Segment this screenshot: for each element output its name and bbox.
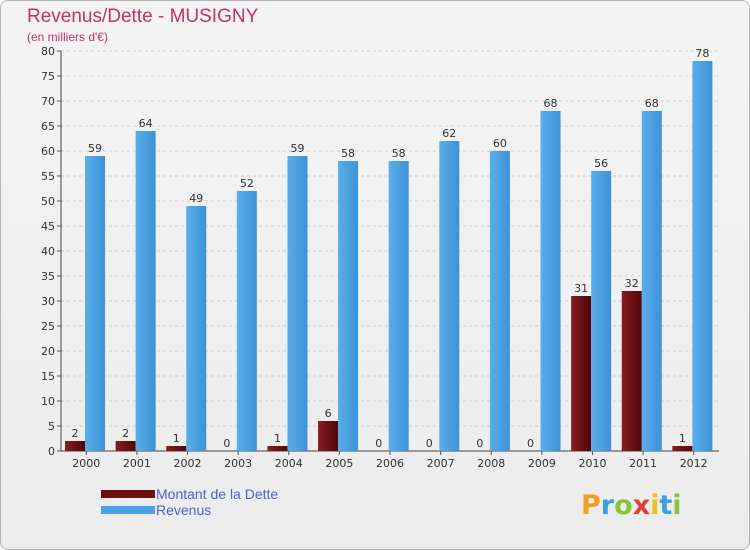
- bar-revenus: [540, 111, 561, 451]
- y-tick-label: 70: [41, 95, 55, 108]
- x-tick-label: 2003: [224, 457, 252, 470]
- data-label-revenus: 56: [594, 157, 608, 170]
- data-label-dette: 2: [72, 427, 79, 440]
- y-tick-label: 75: [41, 70, 55, 83]
- bar-dette: [267, 446, 288, 451]
- data-label-dette: 0: [375, 437, 382, 450]
- x-tick-label: 2011: [629, 457, 657, 470]
- x-tick-label: 2008: [477, 457, 505, 470]
- data-label-dette: 0: [223, 437, 230, 450]
- bar-revenus: [287, 156, 308, 451]
- bar-revenus: [85, 156, 105, 451]
- legend: Montant de la Dette Revenus: [101, 486, 361, 519]
- bar-revenus: [236, 191, 257, 451]
- bar-revenus: [641, 111, 662, 451]
- logo-letter: t: [659, 490, 673, 521]
- logo-letter: i: [672, 490, 682, 521]
- bar-revenus: [439, 141, 460, 451]
- bar-dette: [621, 291, 642, 451]
- x-tick-label: 2000: [72, 457, 100, 470]
- bar-revenus: [135, 131, 156, 451]
- y-tick-label: 25: [41, 320, 55, 333]
- legend-swatch-revenus: [101, 506, 155, 514]
- logo-letter: r: [600, 490, 615, 521]
- data-label-dette: 1: [173, 432, 180, 445]
- labels: 2 59 2 64 1 49 0 52 1 59 6 58 0 58 0 62 0 60 0 68 31 56 32 68 1 7…: [72, 47, 710, 450]
- data-label-dette: 1: [679, 432, 686, 445]
- legend-item-revenus: Revenus: [101, 502, 361, 519]
- x-tick-label: 2007: [427, 457, 455, 470]
- data-label-dette: 2: [122, 427, 129, 440]
- data-label-dette: 6: [325, 407, 332, 420]
- legend-item-dette: Montant de la Dette: [101, 486, 361, 503]
- bars: [65, 61, 713, 451]
- legend-label-revenus: Revenus: [156, 502, 212, 518]
- y-tick-label: 80: [41, 45, 55, 58]
- data-label-revenus: 78: [695, 47, 709, 60]
- y-tick-label: 35: [41, 270, 55, 283]
- proxiti-logo: Proxiti: [581, 490, 682, 521]
- logo-letter: i: [650, 490, 660, 521]
- bar-revenus: [692, 61, 713, 451]
- bar-dette: [65, 441, 85, 451]
- y-tick-label: 15: [41, 370, 55, 383]
- bar-revenus: [338, 161, 359, 451]
- x-tick-label: 2001: [123, 457, 151, 470]
- x-tick-label: 2012: [680, 457, 708, 470]
- data-label-revenus: 49: [189, 192, 203, 205]
- data-label-dette: 32: [625, 277, 639, 290]
- y-tick-label: 20: [41, 345, 55, 358]
- data-label-revenus: 68: [645, 97, 659, 110]
- data-label-revenus: 58: [392, 147, 406, 160]
- bar-dette: [672, 446, 693, 451]
- logo-letter: x: [632, 490, 651, 521]
- data-label-revenus: 60: [493, 137, 507, 150]
- x-tick-label: 2010: [578, 457, 606, 470]
- chart-title: Revenus/Dette - MUSIGNY: [27, 6, 259, 27]
- y-tick-label: 0: [48, 445, 55, 458]
- data-label-dette: 0: [527, 437, 534, 450]
- data-label-dette: 0: [426, 437, 433, 450]
- legend-swatch-dette: [101, 490, 155, 498]
- bar-revenus: [388, 161, 409, 451]
- x-tick-label: 2004: [275, 457, 303, 470]
- logo-letter: o: [614, 490, 633, 521]
- bar-dette: [115, 441, 136, 451]
- y-tick-label: 65: [41, 120, 55, 133]
- bar-dette: [166, 446, 187, 451]
- data-label-revenus: 52: [240, 177, 254, 190]
- data-label-revenus: 59: [290, 142, 304, 155]
- legend-label-dette: Montant de la Dette: [156, 486, 279, 502]
- x-tick-label: 2009: [528, 457, 556, 470]
- data-label-revenus: 62: [442, 127, 456, 140]
- y-tick-label: 45: [41, 220, 55, 233]
- logo-letter: P: [581, 490, 601, 521]
- y-tick-label: 55: [41, 170, 55, 183]
- data-label-dette: 0: [476, 437, 483, 450]
- y-tick-label: 10: [41, 395, 55, 408]
- data-label-revenus: 58: [341, 147, 355, 160]
- data-label-revenus: 68: [544, 97, 558, 110]
- bar-revenus: [591, 171, 612, 451]
- data-label-dette: 1: [274, 432, 281, 445]
- data-label-revenus: 59: [88, 142, 102, 155]
- bar-dette: [571, 296, 592, 451]
- y-tick-label: 40: [41, 245, 55, 258]
- y-tick-label: 50: [41, 195, 55, 208]
- x-tick-label: 2006: [376, 457, 404, 470]
- data-label-revenus: 64: [139, 117, 153, 130]
- data-label-dette: 31: [574, 282, 588, 295]
- bar-revenus: [489, 151, 510, 451]
- bar-revenus: [186, 206, 207, 451]
- y-tick-label: 30: [41, 295, 55, 308]
- chart-subtitle: (en milliers d'€): [27, 30, 108, 44]
- y-tick-label: 60: [41, 145, 55, 158]
- x-tick-label: 2005: [325, 457, 353, 470]
- x-tick-label: 2002: [174, 457, 202, 470]
- bar-dette: [318, 421, 339, 451]
- y-tick-label: 5: [48, 420, 55, 433]
